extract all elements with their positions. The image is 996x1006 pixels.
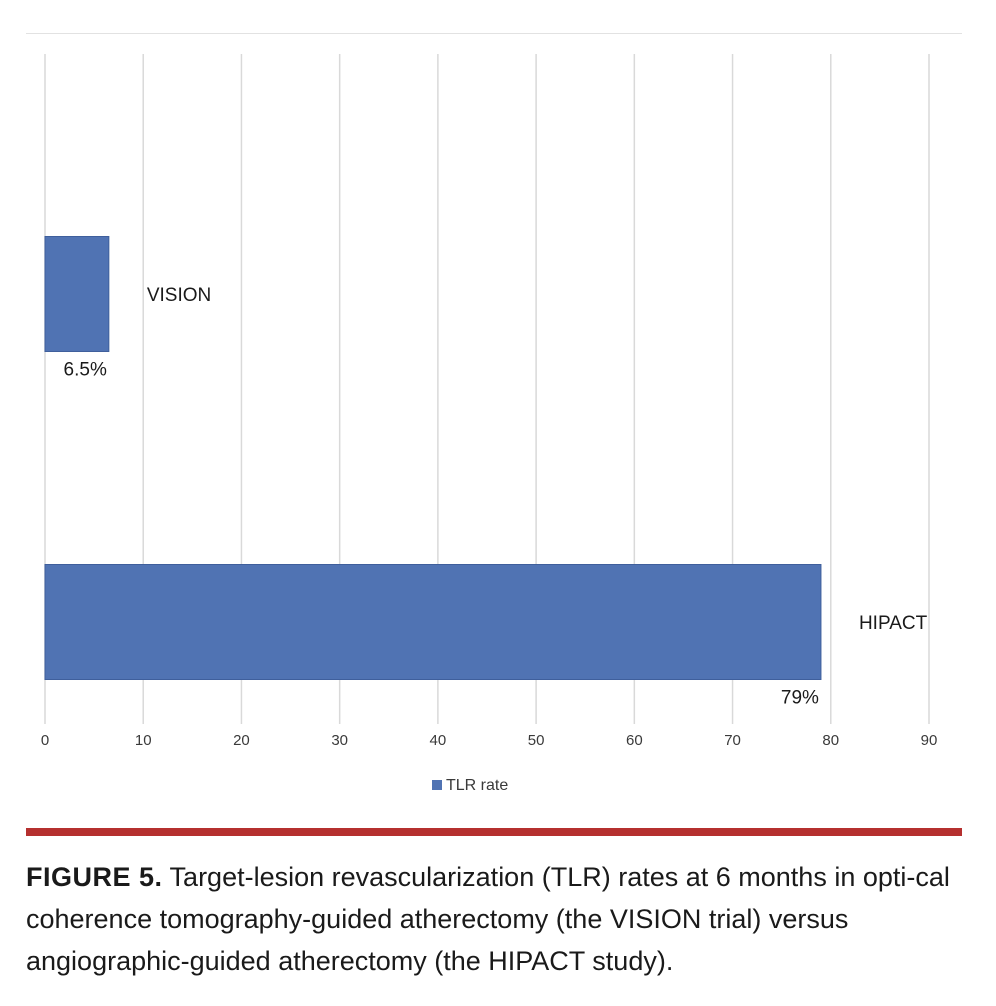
chart-frame: VISION 6.5% HIPACT 79% 0 10 20 30 40 50 60 70 80 90 … xyxy=(26,33,962,808)
legend: TLR rate xyxy=(432,777,508,794)
caption-text: Target-lesion revascularization (TLR) ra… xyxy=(26,862,950,976)
legend-swatch xyxy=(432,780,442,790)
x-tick-label-30: 30 xyxy=(331,732,348,749)
x-tick-label-20: 20 xyxy=(233,732,250,749)
caption-divider xyxy=(26,828,962,836)
category-label-vision: VISION xyxy=(147,285,211,306)
data-label-vision: 6.5% xyxy=(64,360,107,381)
x-axis-ticks: 0 10 20 30 40 50 60 70 80 90 xyxy=(41,732,938,749)
x-tick-label-40: 40 xyxy=(430,732,447,749)
bar-labels: VISION 6.5% HIPACT 79% xyxy=(64,285,928,709)
grid-lines xyxy=(44,54,930,724)
x-tick-label-0: 0 xyxy=(41,732,49,749)
bar-hipact xyxy=(44,564,822,680)
x-tick-label-50: 50 xyxy=(528,732,545,749)
x-tick-label-90: 90 xyxy=(921,732,938,749)
bar-vision xyxy=(44,236,110,352)
x-tick-label-60: 60 xyxy=(626,732,643,749)
bars xyxy=(44,236,822,680)
legend-label: TLR rate xyxy=(446,777,508,794)
figure-label: FIGURE 5. xyxy=(26,862,163,892)
x-tick-label-10: 10 xyxy=(135,732,152,749)
category-label-hipact: HIPACT xyxy=(859,613,928,634)
x-tick-label-80: 80 xyxy=(822,732,839,749)
data-label-hipact: 79% xyxy=(781,688,819,709)
figure-caption: FIGURE 5. Target-lesion revascularizatio… xyxy=(26,856,966,982)
x-tick-label-70: 70 xyxy=(724,732,741,749)
